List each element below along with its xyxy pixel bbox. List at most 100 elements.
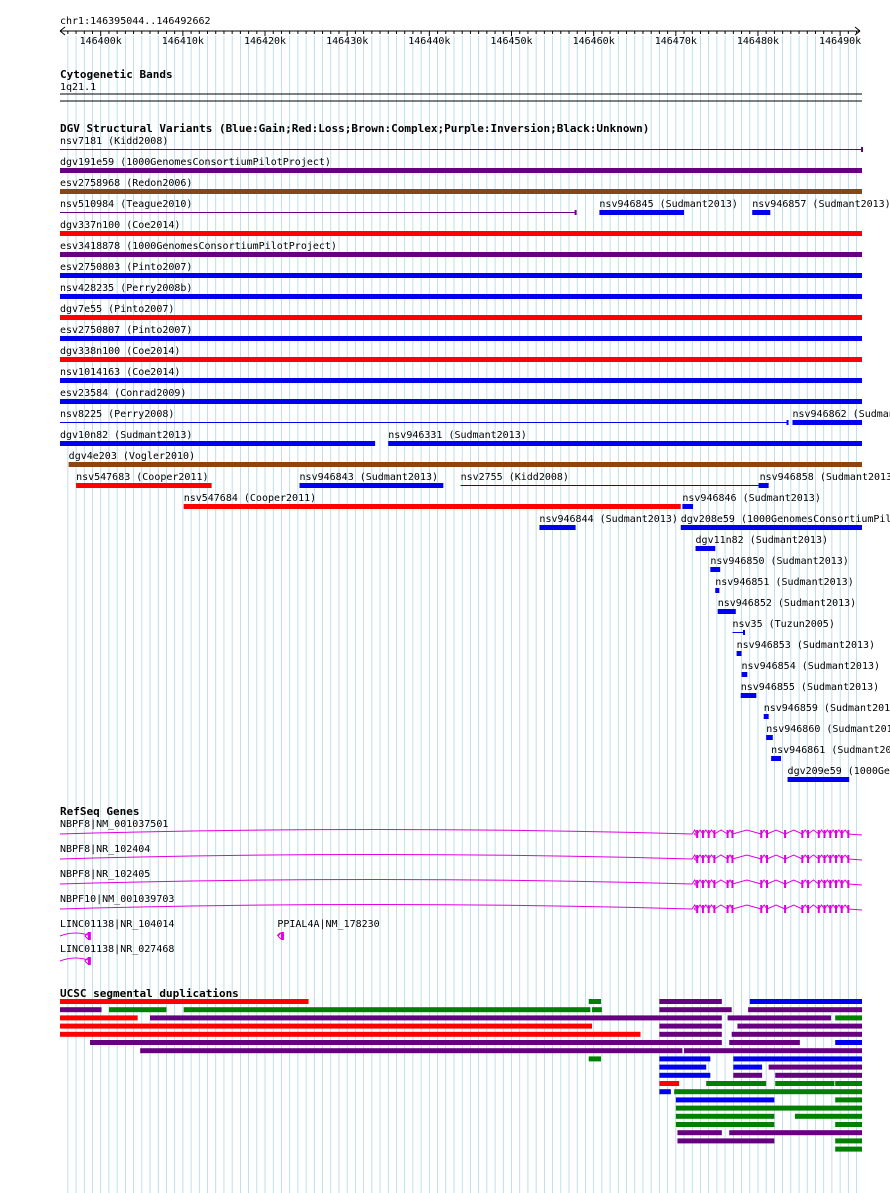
dgv-feature-label: esv2750807 (Pinto2007) <box>60 325 192 336</box>
dgv-feature-label: dgv338n100 (Coe2014) <box>60 346 180 357</box>
dgv-feature-label: nsv7181 (Kidd2008) <box>60 136 168 147</box>
refseq-intron-segment <box>732 904 762 910</box>
refseq-intron-segment <box>732 854 762 860</box>
dgv-feature-bar <box>68 462 862 467</box>
strand-arrow-icon <box>693 905 699 913</box>
refseq-gene-label: NBPF8|NR_102404 <box>60 844 150 855</box>
dgv-feature-label: nsv946850 (Sudmant2013) <box>710 556 848 567</box>
dgv-feature-bar <box>682 504 694 509</box>
segdup-bar <box>140 1048 683 1054</box>
dgv-features: nsv7181 (Kidd2008) dgv191e59 (1000Genomes… <box>60 136 890 782</box>
dgv-feature-bar <box>60 399 862 404</box>
ruler-tick-label: 146440k <box>408 36 450 47</box>
dgv-feature-bar <box>695 546 716 551</box>
refseq-intron-segment <box>714 829 728 835</box>
refseq-intron-line <box>59 829 693 835</box>
dgv-feature-bar <box>740 693 757 698</box>
segdup-bar <box>731 1031 862 1037</box>
refseq-intron-segment <box>807 879 820 885</box>
refseq-intron-segment <box>784 879 803 885</box>
dgv-feature-bar <box>60 231 862 236</box>
ruler-tick-label: 146450k <box>490 36 532 47</box>
region-label: chr1:146395044..146492662 <box>60 16 211 27</box>
refseq-intron-segment <box>732 879 762 885</box>
strand-arrow-icon <box>84 957 89 965</box>
dgv-feature-bar <box>717 609 736 614</box>
refseq-track: RefSeq Genes NBPF8|NM_001037501 NBPF8|NR_… <box>59 805 863 965</box>
dgv-feature-label: nsv946860 (Sudmant2013) <box>766 724 890 735</box>
dgv-feature-label: dgv11n82 (Sudmant2013) <box>696 535 828 546</box>
dgv-feature-label: dgv337n100 (Coe2014) <box>60 220 180 231</box>
dgv-feature-label: nsv946853 (Sudmant2013) <box>737 640 875 651</box>
refseq-track-title: RefSeq Genes <box>60 805 139 818</box>
ruler-tick-label: 146480k <box>737 36 779 47</box>
segdup-bar <box>729 1040 800 1045</box>
segdup-bar <box>588 1056 602 1062</box>
refseq-exon <box>87 932 91 940</box>
segdup-track: UCSC segmental duplications <box>60 987 862 1152</box>
segdup-bar <box>729 1130 862 1136</box>
refseq-gene-label: LINC01138|NR_027468 <box>60 944 174 955</box>
dgv-feature-label: dgv10n82 (Sudmant2013) <box>60 430 192 441</box>
refseq-intron-segment <box>784 904 803 910</box>
dgv-feature-label: nsv428235 (Perry2008b) <box>60 283 192 294</box>
segdup-bar <box>835 1146 862 1152</box>
refseq-exon <box>87 957 91 965</box>
refseq-intron-segment <box>714 904 728 910</box>
segdup-bar <box>674 1089 862 1095</box>
dgv-feature-bar <box>60 168 862 173</box>
segdup-track-title: UCSC segmental duplications <box>60 987 239 1000</box>
dgv-feature-label: nsv946857 (Sudmant2013) <box>752 199 890 210</box>
dgv-feature-bar <box>752 210 771 215</box>
segdup-bar <box>733 1064 763 1070</box>
cytoband-label: 1q21.1 <box>60 82 96 93</box>
dgv-feature-label: dgv4e203 (Vogler2010) <box>69 451 195 462</box>
refseq-intron-line <box>59 879 693 885</box>
dgv-feature-label: nsv946844 (Sudmant2013) <box>539 514 677 525</box>
dgv-feature-bar <box>736 651 742 656</box>
dgv-feature-label: esv2750803 (Pinto2007) <box>60 262 192 273</box>
segdup-bar <box>749 999 862 1004</box>
strand-arrow-icon <box>277 932 282 940</box>
dgv-feature-bar <box>60 378 862 383</box>
dgv-feature-bar <box>60 252 862 257</box>
refseq-genes: NBPF8|NM_001037501 NBPF8|NR_102404 NBPF8|N… <box>59 819 863 965</box>
refseq-intron-segment <box>841 879 849 885</box>
refseq-intron-segment <box>784 829 803 835</box>
dgv-feature-label: dgv209e59 (1000GenomesConsortiumPilotPro… <box>788 766 890 777</box>
segdup-bar <box>768 1064 862 1070</box>
dgv-feature-bar <box>759 483 769 488</box>
segdup-bar <box>775 1081 835 1086</box>
segdup-bar <box>659 1023 722 1029</box>
segdup-bar <box>659 1056 711 1062</box>
refseq-intron-segment <box>841 829 849 835</box>
ruler-arrow-icons <box>59 26 861 36</box>
dgv-track: DGV Structural Variants (Blue:Gain;Red:L… <box>60 122 890 782</box>
segdup-bars <box>60 999 862 1152</box>
ruler-tick-label: 146410k <box>162 36 204 47</box>
refseq-intron-segment <box>766 879 786 885</box>
segdup-bar <box>592 1007 602 1013</box>
dgv-feature-label: nsv946851 (Sudmant2013) <box>715 577 853 588</box>
segdup-bar <box>108 1007 167 1013</box>
refseq-tail-line <box>848 858 863 861</box>
cytoband-track-title: Cytogenetic Bands <box>60 68 173 81</box>
segdup-bar <box>675 1097 775 1103</box>
dgv-feature-bar <box>763 714 769 719</box>
dgv-feature-bar <box>60 273 862 278</box>
ruler-tick-label: 146400k <box>80 36 122 47</box>
segdup-bar <box>588 999 602 1004</box>
dgv-feature-label: esv2758968 (Redon2006) <box>60 178 192 189</box>
dgv-feature-bar <box>710 567 721 572</box>
dgv-feature-label: dgv208e59 (1000GenomesConsortiumPilotPro… <box>681 514 890 525</box>
dgv-feature-label: nsv547684 (Cooper2011) <box>184 493 316 504</box>
refseq-gene-label: PPIAL4A|NM_178230 <box>277 919 379 930</box>
segdup-bar <box>794 1113 862 1119</box>
segdup-bar <box>659 1064 707 1070</box>
segdup-bar <box>90 1040 722 1045</box>
dgv-feature-bar <box>60 336 862 341</box>
refseq-intron-line <box>59 854 693 860</box>
dgv-feature-label: nsv946845 (Sudmant2013) <box>599 199 737 210</box>
